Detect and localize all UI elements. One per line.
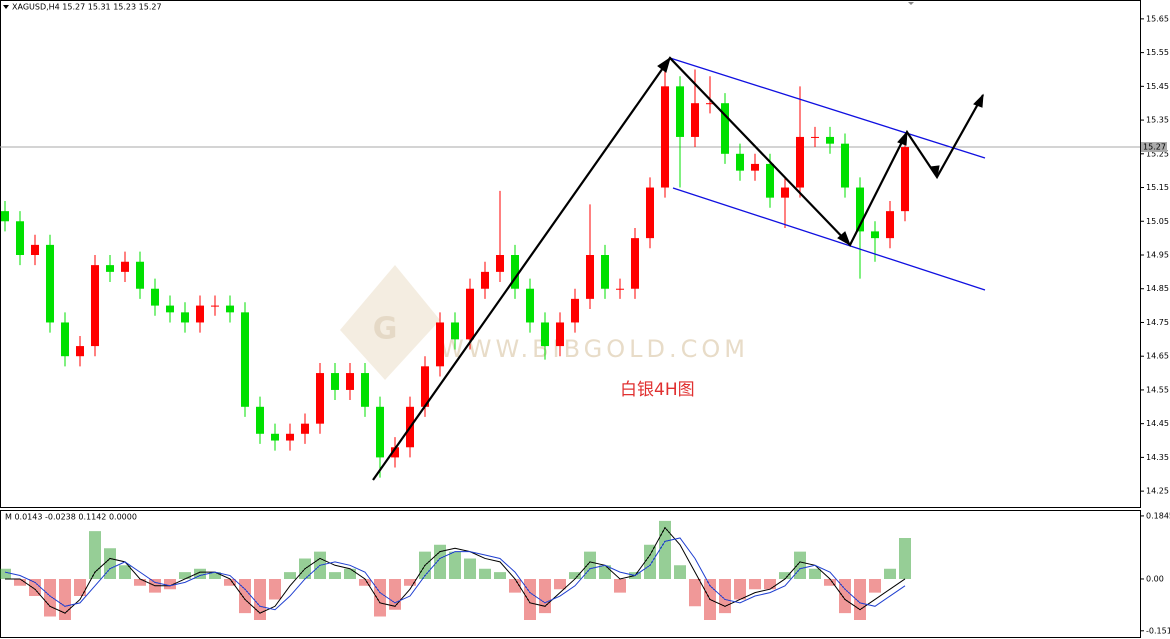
candle-body xyxy=(16,221,24,255)
candle-body xyxy=(841,143,849,188)
candle-body xyxy=(151,288,159,306)
candle-body xyxy=(466,288,474,340)
y-tick-label: 14.65 xyxy=(1146,352,1169,361)
indicator-title: M 0.0143 -0.0238 0.1142 0.0000 xyxy=(5,513,137,522)
candle-body xyxy=(901,147,909,212)
candle-body xyxy=(451,322,459,340)
y-tick-label: 14.55 xyxy=(1146,385,1169,394)
candle-body xyxy=(316,373,324,424)
last-price-label: 15.27 xyxy=(1143,143,1166,152)
candle-body xyxy=(46,244,54,323)
candle-body xyxy=(256,406,264,434)
candle-body xyxy=(586,255,594,299)
candle-body xyxy=(361,373,369,407)
y-tick-label: 0.1845 xyxy=(1146,511,1170,520)
candle-body xyxy=(796,136,804,188)
indicator-line xyxy=(5,526,906,614)
candle-body xyxy=(166,305,174,313)
candle-body xyxy=(676,86,684,137)
main-title: XAGUSD,H4 15.27 15.31 15.23 15.27 xyxy=(12,3,162,12)
candle-body xyxy=(331,373,339,390)
main-panel xyxy=(0,0,1141,508)
y-tick-label: 0.00 xyxy=(1146,574,1164,583)
shift-marker xyxy=(908,2,914,5)
candle-body xyxy=(481,271,489,289)
y-tick-label: 15.05 xyxy=(1146,217,1169,226)
candle-body xyxy=(661,86,669,188)
svg-text:G: G xyxy=(373,312,398,347)
watermark: WWW.BIBGOLD.COM xyxy=(440,335,749,363)
y-tick-label: 14.95 xyxy=(1146,251,1169,260)
candle-body xyxy=(376,406,384,458)
candle-body xyxy=(61,322,69,357)
candle-body xyxy=(736,153,744,171)
candle-body xyxy=(1,211,9,222)
candle-body xyxy=(136,261,144,289)
y-tick-label: 15.55 xyxy=(1146,48,1169,57)
candle-body xyxy=(286,433,294,441)
candle-body xyxy=(436,322,444,367)
candle-body xyxy=(211,305,219,307)
y-tick-label: 15.35 xyxy=(1146,116,1169,125)
candle-body xyxy=(346,373,354,390)
annotation-drawings xyxy=(372,56,986,481)
candle-body xyxy=(571,298,579,323)
y-tick-label: 15.15 xyxy=(1146,183,1169,192)
indicator-line xyxy=(4,537,906,611)
candle-body xyxy=(301,423,309,434)
candle-body xyxy=(691,103,699,137)
y-tick-label: 15.25 xyxy=(1146,149,1169,158)
y-tick-label: 15.65 xyxy=(1146,14,1169,23)
candle-body xyxy=(91,265,99,347)
candle-body xyxy=(646,187,654,239)
candle-body xyxy=(196,305,204,323)
candle-body xyxy=(226,305,234,313)
candle-body xyxy=(391,447,399,458)
candle-body xyxy=(706,103,714,105)
candle-body xyxy=(871,231,879,239)
last-price-box xyxy=(1141,142,1167,153)
y-tick-label: 14.85 xyxy=(1146,284,1169,293)
y-tick-label: 14.25 xyxy=(1146,487,1169,496)
candle-body xyxy=(76,346,84,357)
candle-body xyxy=(601,255,609,289)
candle-body xyxy=(856,187,864,232)
candle-body xyxy=(631,238,639,289)
candle-body xyxy=(781,187,789,198)
y-tick-label: 14.45 xyxy=(1146,419,1169,428)
candle-body xyxy=(766,163,774,198)
candle-body xyxy=(421,366,429,407)
candle-body xyxy=(526,288,534,323)
y-tick-label: 14.75 xyxy=(1146,318,1169,327)
candle-body xyxy=(241,312,249,407)
candle-body xyxy=(751,163,759,171)
logo: G xyxy=(340,265,440,380)
candle-body xyxy=(31,244,39,255)
y-tick-label: 14.35 xyxy=(1146,453,1169,462)
candle-body xyxy=(556,322,564,347)
candle-body xyxy=(511,255,519,289)
candle-body xyxy=(811,136,819,138)
caption: 白银4H图 xyxy=(620,380,695,400)
candle-body xyxy=(886,211,894,239)
candle-body xyxy=(181,312,189,323)
candle-body xyxy=(826,136,834,144)
candle-body xyxy=(616,288,624,290)
y-tick-label: -0.1518 xyxy=(1146,626,1170,635)
menu-triangle xyxy=(3,5,9,9)
candle-body xyxy=(721,103,729,154)
y-tick-label: 15.45 xyxy=(1146,82,1169,91)
candle-body xyxy=(496,255,504,272)
candle-body xyxy=(541,322,549,347)
candle-body xyxy=(271,433,279,441)
candle-body xyxy=(121,261,129,272)
candle-body xyxy=(106,265,114,272)
